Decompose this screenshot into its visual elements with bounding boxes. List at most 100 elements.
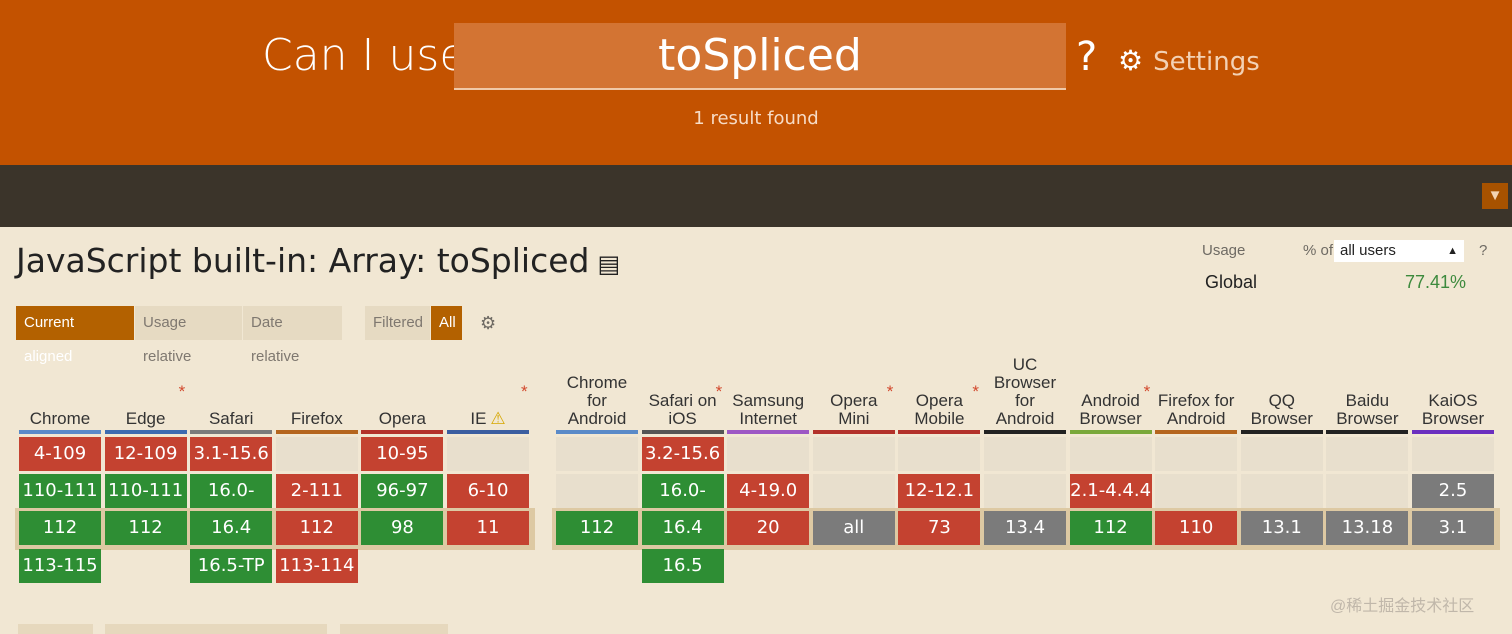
note-star-icon[interactable]: *: [521, 382, 528, 401]
browser-header-samsung-internet[interactable]: Samsung Internet: [727, 340, 809, 428]
version-cell[interactable]: 2.1-4.4.4: [1069, 474, 1152, 508]
version-cell[interactable]: 4-19.0: [727, 474, 810, 508]
version-cell[interactable]: [1240, 437, 1323, 471]
version-cell[interactable]: [812, 474, 895, 508]
version-cell[interactable]: 16.5-TP: [190, 549, 273, 583]
brand-title[interactable]: Can I use: [262, 30, 467, 81]
usage-relative-button[interactable]: Usage relative: [135, 306, 242, 365]
version-cell[interactable]: 3.1-15.6: [190, 437, 273, 471]
version-cell[interactable]: 113-114: [275, 549, 358, 583]
version-cell[interactable]: [556, 437, 638, 471]
note-star-icon[interactable]: *: [1143, 382, 1151, 401]
version-cell[interactable]: 110: [1155, 511, 1238, 545]
version-cell[interactable]: 112: [275, 511, 358, 545]
version-cell[interactable]: 73: [898, 511, 981, 545]
note-star-icon[interactable]: *: [715, 382, 723, 401]
version-cell[interactable]: 13.4: [984, 511, 1066, 545]
footer-tab[interactable]: [18, 624, 93, 634]
version-cell[interactable]: 16.0-16.3: [190, 474, 273, 535]
version-cell[interactable]: 13.18: [1326, 511, 1409, 545]
browser-header-opera-mobile[interactable]: Opera Mobile: [898, 340, 980, 428]
version-cell[interactable]: 3.1: [1412, 511, 1494, 545]
version-cell[interactable]: 6-10: [447, 474, 529, 508]
version-cell[interactable]: [1326, 474, 1409, 508]
settings-button[interactable]: ⚙ Settings: [1118, 44, 1260, 77]
version-cell[interactable]: 12-109: [104, 437, 187, 471]
current-aligned-button[interactable]: Current aligned: [16, 306, 134, 365]
filter-icon[interactable]: ▼: [1482, 183, 1508, 209]
browser-header-safari[interactable]: Safari: [190, 340, 272, 428]
browser-header-opera-mini[interactable]: Opera Mini: [813, 340, 895, 428]
version-cell[interactable]: 112: [556, 511, 638, 545]
browser-header-ie[interactable]: IE ⚠: [447, 340, 529, 428]
users-select[interactable]: all users ▲: [1334, 240, 1464, 262]
version-cell[interactable]: [1412, 437, 1494, 471]
browser-header-android-browser[interactable]: Android Browser: [1070, 340, 1152, 428]
version-cell[interactable]: [447, 437, 529, 471]
version-cell[interactable]: [984, 437, 1066, 471]
browser-color-bar: [641, 430, 724, 434]
version-cell[interactable]: [275, 437, 358, 471]
search-input[interactable]: toSpliced: [454, 23, 1066, 90]
browser-header-edge[interactable]: Edge: [105, 340, 187, 428]
browser-header-firefox[interactable]: Firefox: [276, 340, 358, 428]
version-cell[interactable]: 110-111: [19, 474, 101, 508]
browser-color-bar: [1155, 430, 1238, 434]
version-cell[interactable]: 10-95: [361, 437, 444, 471]
version-cell[interactable]: [984, 474, 1066, 508]
note-star-icon[interactable]: *: [178, 382, 186, 401]
browser-header-opera[interactable]: Opera: [361, 340, 443, 428]
version-cell[interactable]: 98: [361, 511, 444, 545]
version-cell[interactable]: 112: [19, 511, 101, 545]
version-cell[interactable]: [1155, 474, 1238, 508]
filtered-button[interactable]: Filtered: [365, 306, 430, 340]
browser-header-uc-browser-for-android[interactable]: UC Browser for Android: [984, 340, 1066, 428]
version-cell[interactable]: 96-97: [361, 474, 444, 508]
footer-tab[interactable]: [340, 624, 448, 634]
version-cell[interactable]: 112: [104, 511, 187, 545]
document-icon[interactable]: ▤: [597, 250, 621, 278]
version-cell[interactable]: 2.5: [1412, 474, 1494, 508]
version-cell[interactable]: [812, 437, 895, 471]
version-cell[interactable]: 16.4: [641, 511, 724, 545]
browser-header-safari-on-ios[interactable]: Safari on iOS: [642, 340, 724, 428]
version-cell[interactable]: 13.1: [1240, 511, 1323, 545]
date-relative-button[interactable]: Date relative: [243, 306, 342, 365]
browser-name: Firefox for Android: [1157, 391, 1235, 428]
browser-header-firefox-for-android[interactable]: Firefox for Android: [1155, 340, 1237, 428]
version-cell[interactable]: 112: [1069, 511, 1152, 545]
version-cell[interactable]: 110-111: [104, 474, 187, 508]
gear-icon[interactable]: ⚙: [480, 313, 497, 333]
version-cell[interactable]: 16.4: [190, 511, 273, 545]
browser-header-chrome-for-android[interactable]: Chrome for Android: [556, 340, 638, 428]
version-cell[interactable]: 113-115: [19, 549, 101, 583]
version-cell[interactable]: [556, 474, 638, 508]
all-button[interactable]: All: [431, 306, 462, 340]
version-cell[interactable]: 12-12.1: [898, 474, 981, 508]
browser-header-baidu-browser[interactable]: Baidu Browser: [1326, 340, 1408, 428]
version-cell[interactable]: 4-109: [19, 437, 101, 471]
version-cell[interactable]: all: [812, 511, 895, 545]
gear-icon: ⚙: [1118, 44, 1144, 77]
note-star-icon[interactable]: *: [972, 382, 980, 401]
version-cell[interactable]: [898, 437, 981, 471]
browser-header-qq-browser[interactable]: QQ Browser: [1241, 340, 1323, 428]
browser-header-kaios-browser[interactable]: KaiOS Browser: [1412, 340, 1494, 428]
help-link[interactable]: ?: [1076, 34, 1098, 80]
browser-header-chrome[interactable]: Chrome: [19, 340, 101, 428]
version-cell[interactable]: [1069, 437, 1152, 471]
feature-title[interactable]: JavaScript built-in: Array: toSpliced ▤: [16, 241, 620, 280]
version-cell[interactable]: [1240, 474, 1323, 508]
version-cell[interactable]: 3.2-15.6: [641, 437, 724, 471]
version-cell[interactable]: [1326, 437, 1409, 471]
version-cell[interactable]: [1155, 437, 1238, 471]
version-cell[interactable]: 2-111: [275, 474, 358, 508]
version-cell[interactable]: [727, 437, 810, 471]
version-cell[interactable]: 16.5: [641, 549, 724, 583]
note-star-icon[interactable]: *: [886, 382, 894, 401]
version-cell[interactable]: 20: [727, 511, 810, 545]
version-cell[interactable]: 16.0-16.3: [641, 474, 724, 535]
version-cell[interactable]: 11: [447, 511, 529, 545]
footer-tab[interactable]: [105, 624, 327, 634]
usage-help-link[interactable]: ?: [1479, 242, 1488, 259]
